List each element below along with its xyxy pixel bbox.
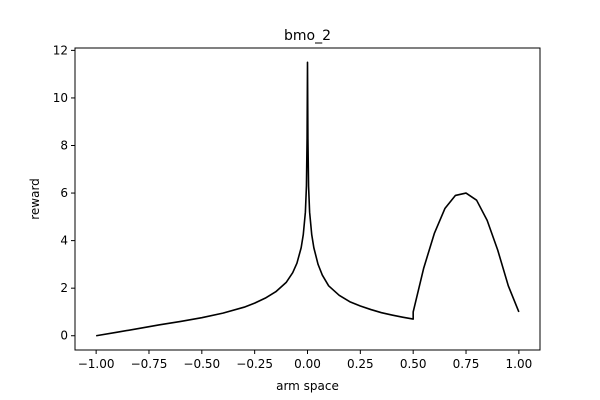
- plot-frame: [74, 47, 541, 351]
- x-tick-label: −0.75: [131, 357, 168, 371]
- y-tick-label: 6: [60, 186, 68, 200]
- y-tick-label: 10: [53, 91, 68, 105]
- x-tick-label: −0.25: [236, 357, 273, 371]
- y-tick-label: 4: [60, 234, 68, 248]
- x-tick-label: −0.50: [183, 357, 220, 371]
- y-axis-label: reward: [28, 178, 42, 220]
- x-tick-label: 0.25: [347, 357, 374, 371]
- y-tick-label: 8: [60, 138, 68, 152]
- y-tick-label: 12: [53, 43, 68, 57]
- x-tick-label: −1.00: [78, 357, 115, 371]
- y-axis: 0 2 4 6 8 10 12: [53, 43, 75, 343]
- plot-area: [96, 61, 520, 337]
- chart-title: bmo_2: [284, 28, 331, 44]
- y-tick-label: 2: [60, 281, 68, 295]
- y-tick-label: 0: [60, 329, 68, 343]
- x-tick-label: 0.75: [453, 357, 480, 371]
- x-tick-label: 1.00: [506, 357, 533, 371]
- x-axis-label: arm space: [276, 379, 339, 393]
- x-tick-label: 0.00: [294, 357, 321, 371]
- x-axis: −1.00 −0.75 −0.50 −0.25 0.00 0.25 0.50 0.75 1.00: [78, 350, 532, 371]
- x-tick-label: 0.50: [400, 357, 427, 371]
- series-line: [96, 61, 520, 337]
